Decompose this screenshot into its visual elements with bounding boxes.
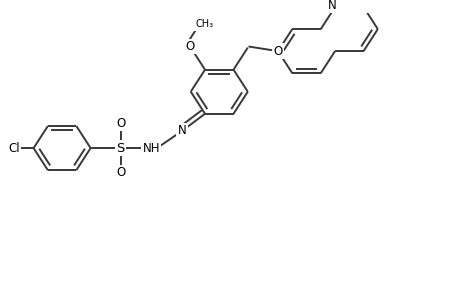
Text: O: O xyxy=(185,40,194,53)
Text: NH: NH xyxy=(142,142,160,154)
Text: O: O xyxy=(116,117,125,130)
Text: N: N xyxy=(177,124,186,137)
Text: O: O xyxy=(116,166,125,179)
Text: S: S xyxy=(116,142,124,154)
Text: O: O xyxy=(273,45,282,58)
Text: Cl: Cl xyxy=(8,142,20,154)
Text: CH₃: CH₃ xyxy=(195,20,213,29)
Text: N: N xyxy=(328,0,336,11)
